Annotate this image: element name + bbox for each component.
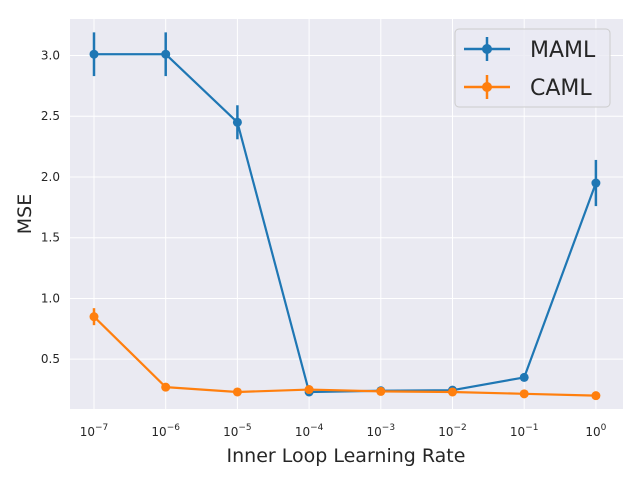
x-tick-label: 100 <box>585 423 606 439</box>
x-tick-label: 10−7 <box>80 423 109 439</box>
y-tick-label: 2.5 <box>41 109 60 123</box>
x-tick-label: 10−4 <box>295 423 324 439</box>
grid-lines <box>70 19 623 409</box>
y-tick-label: 0.5 <box>41 352 60 366</box>
legend-maml-label: MAML <box>530 38 596 63</box>
caml-point <box>519 389 529 399</box>
caml-point <box>304 385 314 395</box>
x-tick-label: 10−3 <box>367 423 396 439</box>
y-tick-label: 3.0 <box>41 48 60 62</box>
caml-point <box>591 391 601 401</box>
series-layer <box>89 32 601 401</box>
y-axis-label: MSE <box>14 194 36 234</box>
legend-caml-label: CAML <box>530 76 592 101</box>
caml-point <box>232 387 242 397</box>
legend: MAML CAML <box>454 28 611 108</box>
caml-series <box>89 308 601 401</box>
caml-line <box>93 315 596 397</box>
y-axis-ticks: 0.5 1.0 1.5 2.0 2.5 3.0 <box>41 48 60 366</box>
maml-point <box>161 49 171 59</box>
legend-caml-marker <box>482 82 492 92</box>
x-tick-label: 10−6 <box>151 423 180 439</box>
x-axis-label: Inner Loop Learning Rate <box>227 445 466 467</box>
caml-point <box>161 382 171 392</box>
caml-point <box>89 312 99 322</box>
x-tick-label: 10−2 <box>438 423 467 439</box>
maml-point <box>89 49 99 59</box>
maml-point <box>519 372 529 382</box>
y-tick-label: 1.0 <box>41 291 60 305</box>
y-tick-label: 1.5 <box>41 231 60 245</box>
x-tick-label: 10−1 <box>510 423 539 439</box>
x-axis-ticks: 10−7 10−6 10−5 10−4 10−3 10−2 10−1 100 <box>80 423 607 439</box>
legend-maml-marker <box>482 44 492 54</box>
x-tick-label: 10−5 <box>223 423 252 439</box>
caml-point <box>376 386 386 396</box>
caml-point <box>448 387 457 397</box>
y-tick-label: 2.0 <box>41 170 60 184</box>
maml-point <box>232 117 242 127</box>
maml-point <box>591 178 601 188</box>
